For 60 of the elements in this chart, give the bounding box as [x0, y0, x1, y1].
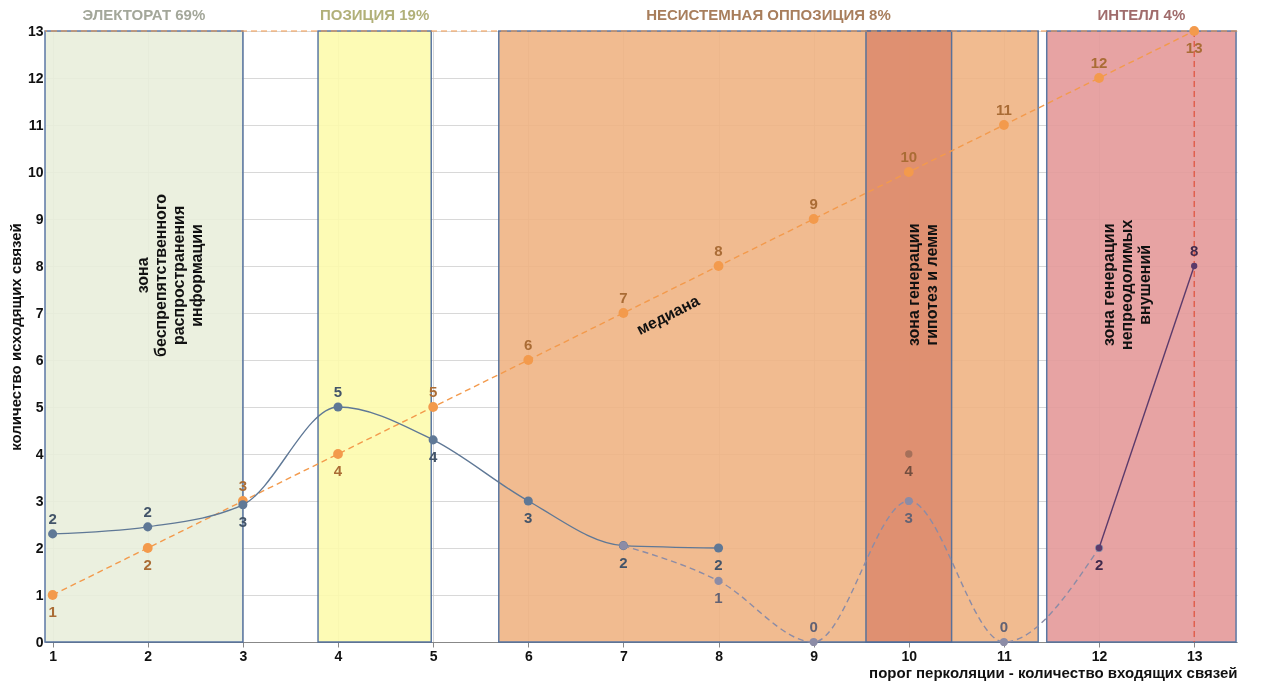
y-tick-label: 9 [35, 210, 44, 227]
x-tick-label: 6 [524, 647, 533, 664]
x-tick-label: 8 [715, 647, 724, 664]
data-label: 10 [900, 148, 918, 165]
y-tick-label: 1 [35, 586, 44, 603]
data-label: 0 [809, 618, 818, 635]
y-tick-label: 5 [35, 398, 44, 415]
y-tick-label: 0 [35, 633, 44, 650]
x-tick-label: 12 [1091, 647, 1108, 664]
y-tick-label: 3 [35, 492, 44, 509]
data-label: 1 [714, 588, 723, 606]
y-tick-label: 13 [27, 22, 44, 39]
y-tick-label: 2 [35, 539, 44, 556]
data-label: 8 [714, 242, 723, 259]
data-label: 4 [904, 462, 914, 479]
annotation: зона генерации гипотез и лемм [904, 223, 940, 347]
annotation: зона генерации непреодолимых внушений [1099, 219, 1153, 350]
x-tick-label: 10 [901, 647, 918, 664]
data-label: 2 [619, 553, 628, 571]
x-tick-label: 13 [1186, 647, 1203, 664]
data-label: 1 [48, 603, 57, 620]
x-tick-label: 4 [334, 647, 343, 664]
y-tick-label: 12 [27, 69, 44, 86]
data-label: 8 [1190, 242, 1199, 259]
data-label: 12 [1090, 54, 1108, 71]
x-tick-label: 2 [144, 647, 153, 664]
band-label: ЭЛЕКТОРАТ 69% [82, 6, 206, 23]
y-tick-label: 10 [27, 163, 44, 180]
data-label: 3 [524, 509, 533, 526]
data-label: 2 [143, 556, 152, 573]
data-label: 7 [619, 289, 628, 306]
y-tick-label: 6 [35, 351, 44, 368]
data-label: 2 [143, 502, 152, 520]
data-label: 3 [904, 509, 913, 526]
data-label: 2 [1094, 556, 1104, 573]
band-label: ПОЗИЦИЯ 19% [319, 6, 430, 23]
annotation: зона беспрепятственного распространения информации [133, 193, 205, 357]
data-label: 9 [809, 195, 818, 212]
y-tick-label: 7 [35, 304, 44, 321]
data-label: 0 [999, 618, 1009, 635]
data-label: 11 [996, 101, 1012, 118]
data-label: 2 [48, 509, 57, 527]
data-label: 4 [333, 462, 343, 479]
x-tick-label: 1 [49, 647, 58, 664]
x-tick-label: 7 [620, 647, 628, 664]
y-tick-label: 4 [35, 445, 44, 462]
x-axis-title: порог перколяции - количество входящих связей [869, 663, 1238, 681]
y-tick-label: 11 [28, 116, 44, 133]
data-label: 5 [333, 383, 343, 400]
data-label: 2 [714, 556, 723, 573]
data-label: 13 [1185, 39, 1203, 56]
x-tick-label: 5 [429, 647, 438, 664]
band-label: ИНТЕЛЛ 4% [1097, 6, 1186, 23]
data-label: 6 [524, 336, 533, 353]
y-axis-title: количество исходящих связей [6, 223, 24, 451]
x-tick-label: 9 [810, 647, 819, 664]
x-tick-label: 3 [239, 647, 248, 664]
y-tick-label: 8 [35, 257, 44, 274]
x-tick-label: 11 [997, 647, 1013, 664]
band-label: НЕСИСТЕМНАЯ ОППОЗИЦИЯ 8% [646, 6, 891, 23]
